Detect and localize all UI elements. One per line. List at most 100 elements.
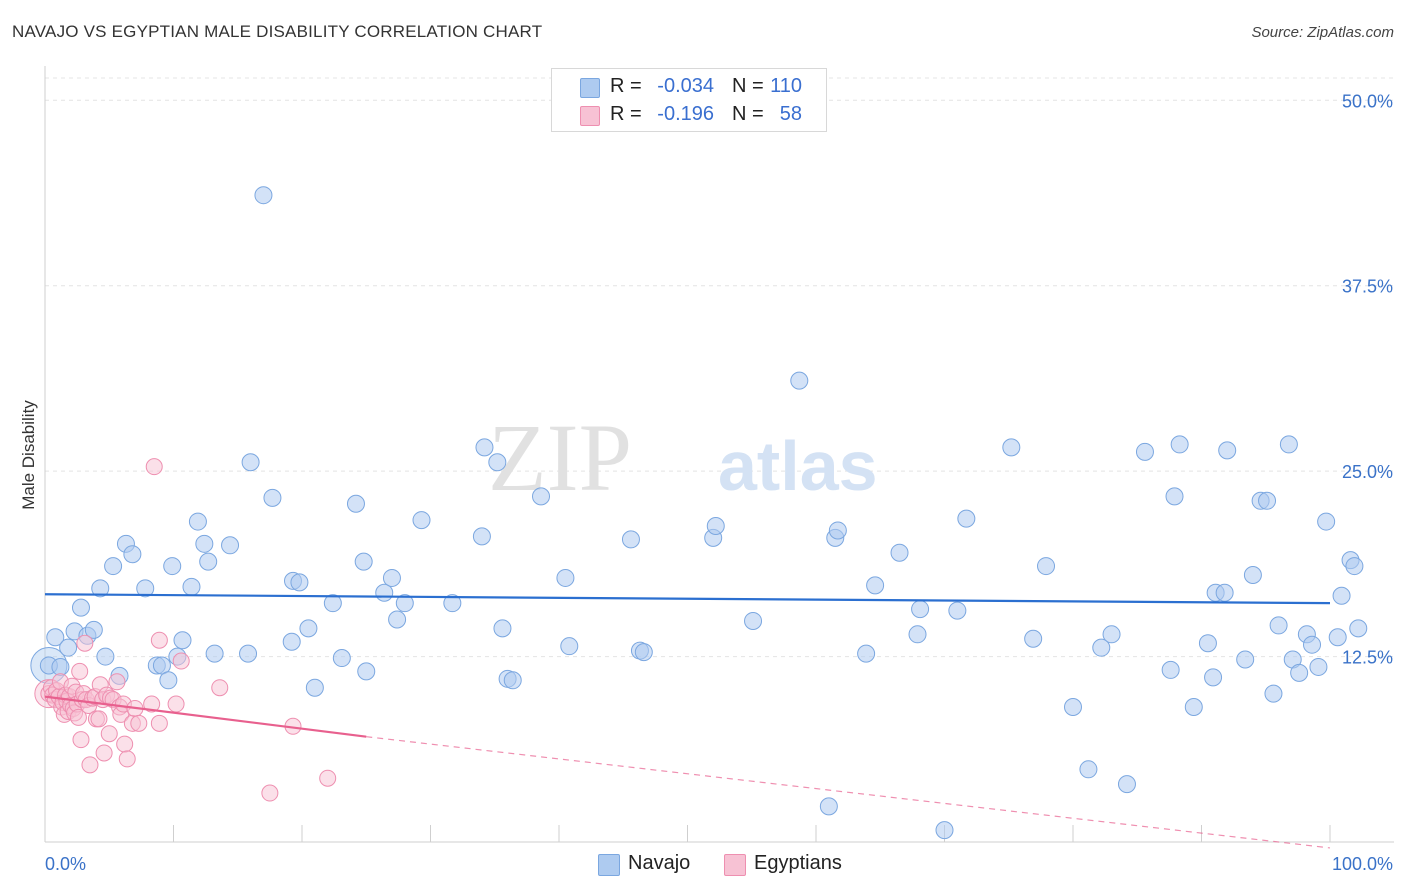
- navajo-point: [1204, 668, 1223, 687]
- navajo-point: [1064, 698, 1082, 717]
- navajo-point: [819, 797, 838, 816]
- y-tick-label-3: 50.0%: [1342, 91, 1393, 111]
- egyptian-trend-line: [44, 695, 367, 738]
- navajo-point: [472, 527, 491, 546]
- navajo-point: [1328, 628, 1347, 647]
- navajo-point: [890, 543, 909, 562]
- n-label: N =: [732, 75, 764, 97]
- navajo-point: [1102, 625, 1121, 644]
- navajo-point: [1349, 619, 1368, 638]
- egyptian-points: [34, 458, 337, 802]
- navajo-point: [1317, 512, 1336, 531]
- navajo-point: [332, 649, 351, 668]
- trend-lines: [44, 593, 1331, 849]
- navajo-point: [935, 821, 954, 840]
- navajo-point: [96, 647, 115, 666]
- navajo-point: [790, 371, 809, 390]
- navajo-point: [1264, 684, 1283, 703]
- x-tick-label-min: 0.0%: [45, 854, 86, 874]
- navajo-point: [46, 628, 65, 647]
- navajo-point: [503, 671, 522, 690]
- navajo-point: [857, 644, 876, 663]
- navajo-point: [1345, 557, 1364, 576]
- navajo-point: [1170, 435, 1189, 454]
- navajo-point: [182, 577, 201, 596]
- navajo-point: [59, 638, 78, 657]
- navajo-swatch: [580, 78, 600, 98]
- egyptian-point: [76, 634, 94, 652]
- navajo-point: [375, 583, 394, 602]
- chart-title: NAVAJO VS EGYPTIAN MALE DISABILITY CORRE…: [12, 22, 543, 41]
- navajo-point: [1117, 775, 1136, 794]
- navajo-point: [706, 517, 725, 536]
- navajo-point: [91, 579, 110, 598]
- navajo-point: [1037, 557, 1056, 576]
- navajo-point: [163, 557, 182, 576]
- navajo-point: [1279, 435, 1298, 454]
- egyptian-point: [150, 631, 168, 649]
- navajo-point: [1218, 441, 1237, 460]
- navajo-point: [239, 644, 258, 663]
- navajo-point: [412, 511, 431, 530]
- source-label: Source: ZipAtlas.com: [1251, 24, 1394, 41]
- navajo-point: [556, 568, 575, 587]
- egyptian-point: [130, 714, 148, 732]
- navajo-point: [263, 488, 282, 507]
- navajo-point: [1243, 565, 1262, 584]
- egyptian-point: [167, 695, 185, 713]
- x-tick-label-max: 100.0%: [1332, 854, 1393, 874]
- navajo-point: [634, 643, 653, 662]
- egyptians-legend-label: Egyptians: [754, 852, 842, 874]
- navajo-point: [195, 534, 214, 553]
- egyptian-point: [150, 714, 168, 732]
- n-label: N =: [732, 103, 764, 125]
- axes: [44, 66, 1394, 843]
- egyptian-point: [90, 710, 108, 728]
- egyptian-point: [108, 673, 126, 691]
- navajo-point: [1236, 650, 1255, 669]
- y-tick-label-1: 25.0%: [1342, 462, 1393, 482]
- navajo-point: [866, 576, 885, 595]
- navajo-point: [104, 557, 123, 576]
- navajo-point: [159, 671, 178, 690]
- navajo-point: [254, 186, 273, 205]
- r-label: R =: [610, 103, 642, 125]
- egyptian-point: [71, 662, 89, 680]
- n-value: 58: [779, 103, 802, 125]
- egyptian-point: [261, 784, 279, 802]
- navajo-point: [1024, 629, 1043, 648]
- navajo-point: [621, 530, 640, 549]
- navajo-point: [299, 619, 318, 638]
- navajo-point: [493, 619, 512, 638]
- egyptians-swatch: [580, 106, 600, 126]
- egyptian-point: [319, 769, 337, 787]
- navajo-point: [282, 632, 301, 651]
- navajo-point: [123, 545, 142, 564]
- watermark-zip: ZIP: [488, 404, 632, 511]
- y-axis-title: Male Disability: [19, 400, 38, 510]
- watermark-atlas: atlas: [718, 427, 878, 505]
- navajo-point: [1290, 663, 1309, 682]
- navajo-point: [488, 453, 507, 472]
- egyptian-point: [116, 735, 134, 753]
- navajo-points: [30, 186, 1368, 840]
- navajo-point: [357, 662, 376, 681]
- legend-row-navajo: R = -0.034 N = 110: [552, 72, 826, 100]
- navajo-point: [71, 598, 90, 617]
- navajo-point: [1161, 660, 1180, 679]
- navajo-point: [1309, 657, 1328, 676]
- navajo-point: [199, 552, 218, 571]
- egyptians-legend-swatch: [724, 854, 746, 876]
- watermark: ZIP atlas: [488, 404, 878, 511]
- egyptian-point: [72, 731, 90, 749]
- navajo-point: [957, 509, 976, 528]
- egyptian-point: [172, 652, 190, 670]
- navajo-point: [532, 487, 551, 506]
- navajo-point: [1332, 586, 1351, 605]
- egyptian-point: [145, 458, 163, 476]
- navajo-point: [1079, 760, 1098, 779]
- navajo-point: [1303, 635, 1322, 654]
- egyptian-point: [211, 679, 229, 697]
- navajo-point: [1135, 442, 1154, 461]
- r-label: R =: [610, 75, 642, 97]
